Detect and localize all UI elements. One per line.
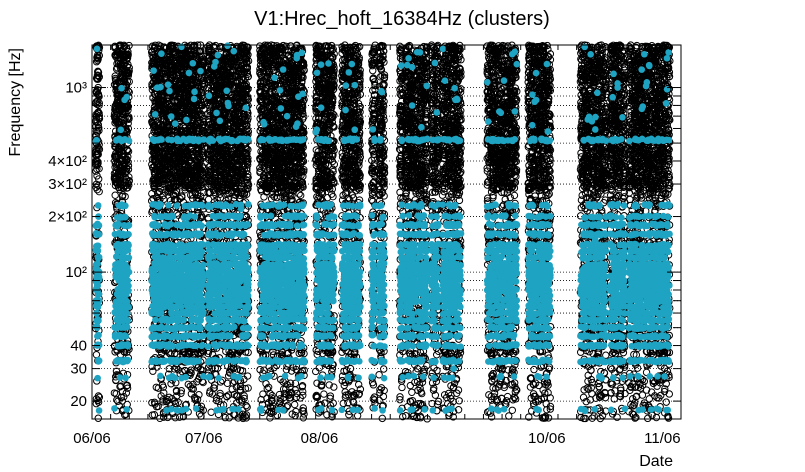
scatter-point: [111, 348, 119, 356]
scatter-point: [112, 53, 120, 61]
scatter-point: [93, 185, 101, 194]
scatter-point: [95, 51, 104, 60]
scatter-point: [94, 68, 102, 76]
scatter-point: [111, 42, 119, 51]
scatter-point: [122, 50, 130, 59]
scatter-point: [111, 102, 119, 110]
scatter-point: [114, 51, 122, 59]
scatter-point: [115, 144, 123, 152]
scatter-point: [122, 389, 131, 397]
scatter-point: [94, 108, 103, 116]
scatter-point: [119, 166, 127, 175]
scatter-point: [118, 387, 127, 396]
scatter-point: [95, 187, 103, 196]
scatter-point: [93, 172, 101, 180]
scatter-point: [92, 99, 100, 108]
scatter-point: [116, 42, 124, 50]
scatter-point: [111, 191, 119, 199]
scatter-point: [116, 185, 124, 194]
scatter-point: [93, 128, 102, 136]
scatter-point: [120, 393, 128, 401]
scatter-point: [123, 146, 131, 154]
scatter-point: [116, 64, 125, 72]
scatter-point: [92, 127, 101, 135]
scatter-point: [115, 167, 123, 176]
scatter-point: [123, 103, 131, 111]
scatter-point: [120, 116, 129, 125]
scatter-point: [123, 381, 132, 390]
scatter-point: [114, 397, 122, 405]
chart-title: V1:Hrec_hoft_16384Hz (clusters): [254, 8, 550, 30]
scatter-point: [122, 108, 130, 117]
scatter-point: [118, 397, 127, 405]
scatter-point: [123, 384, 132, 392]
scatter-point: [93, 97, 102, 105]
scatter-point: [118, 108, 127, 117]
scatter-point: [120, 43, 129, 51]
scatter-point: [121, 71, 129, 79]
scatter-point: [112, 65, 121, 73]
scatter-point: [120, 348, 129, 356]
scatter-point: [111, 153, 120, 162]
scatter-point: [94, 150, 102, 159]
scatter-point: [113, 161, 121, 169]
scatter-point: [118, 192, 127, 201]
scatter-point: [110, 112, 119, 120]
scatter-point: [124, 147, 133, 156]
scatter-point: [94, 396, 102, 405]
scatter-point: [111, 74, 120, 83]
scatter-point: [122, 69, 131, 77]
scatter-point: [122, 175, 130, 183]
scatter-point: [92, 113, 101, 121]
scatter-point: [94, 72, 103, 80]
scatter-point: [92, 57, 101, 66]
scatter-point: [120, 158, 129, 166]
scatter-point: [94, 143, 102, 151]
scatter-point: [94, 414, 102, 422]
scatter-point: [110, 110, 119, 118]
scatter-point: [111, 174, 119, 182]
scatter-point: [111, 43, 120, 51]
scatter-point: [93, 100, 101, 109]
scatter-point: [124, 179, 132, 188]
scatter-point: [117, 183, 126, 192]
scatter-point: [112, 390, 120, 398]
